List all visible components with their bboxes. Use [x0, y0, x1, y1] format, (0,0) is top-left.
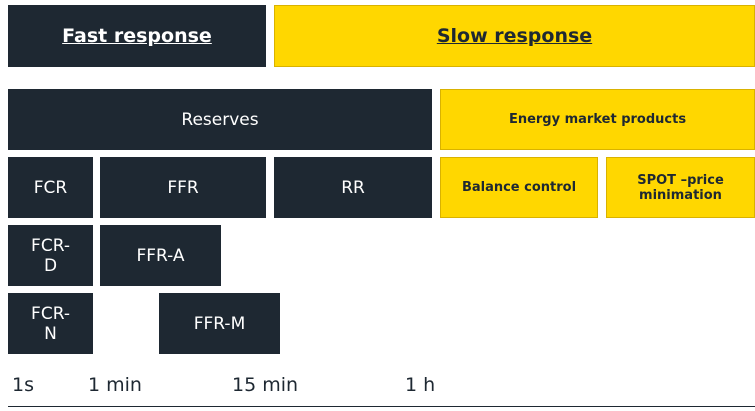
fcr-box: FCR — [8, 157, 93, 218]
fcr-d-box: FCR-D — [8, 225, 93, 286]
time-label: 1s — [12, 374, 34, 396]
fcr-n-box: FCR-N — [8, 293, 93, 354]
time-label: 1 min — [88, 374, 142, 396]
balance-control-box: Balance control — [440, 157, 598, 218]
timeline-axis — [8, 406, 755, 407]
energy-market-box: Energy market products — [440, 89, 755, 150]
time-label: 1 h — [405, 374, 436, 396]
ffr-m-box: FFR-M — [159, 293, 280, 354]
ffr-a-box: FFR-A — [100, 225, 221, 286]
ffr-box: FFR — [100, 157, 266, 218]
fast-response-header: Fast response — [8, 5, 266, 67]
time-label: 15 min — [232, 374, 299, 396]
spot-box: SPOT –price minimation — [606, 157, 755, 218]
reserves-box: Reserves — [8, 89, 432, 150]
rr-box: RR — [274, 157, 432, 218]
slow-response-header: Slow response — [274, 5, 755, 67]
